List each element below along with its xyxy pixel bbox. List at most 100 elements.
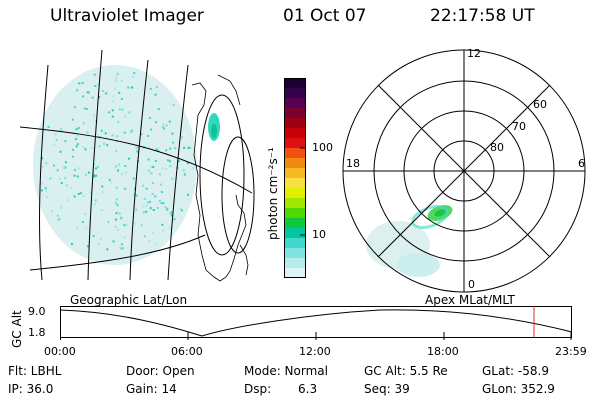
coastline [239, 244, 249, 276]
emission-speckle [157, 108, 160, 110]
emission-speckle [117, 169, 120, 172]
emission-speckle [98, 145, 101, 148]
emission-speckle [136, 150, 139, 153]
emission-speckle [112, 100, 115, 103]
emission-speckle [120, 79, 123, 82]
info-gcalt: GC Alt: 5.5 Re [364, 364, 448, 378]
emission-speckle [145, 210, 148, 213]
emission-speckle [101, 185, 104, 188]
emission-speckle [97, 165, 100, 168]
emission-speckle [152, 182, 154, 184]
emission-speckle [71, 155, 74, 158]
emission-speckle [135, 208, 138, 211]
colorbar-segment [284, 138, 306, 149]
emission-speckle [119, 246, 122, 249]
orbit-y-tick: 1.8 [28, 326, 46, 339]
emission-speckle [70, 242, 73, 245]
emission-speckle [170, 214, 173, 217]
emission-speckle [97, 242, 100, 245]
emission-speckle [140, 133, 143, 136]
emission-speckle [124, 171, 127, 174]
emission-speckle [120, 217, 123, 220]
emission-speckle [121, 243, 123, 246]
emission-speckle [133, 222, 136, 225]
orbit-x-tick-label: 06:00 [171, 345, 203, 358]
emission-speckle [151, 192, 154, 195]
emission-speckle [166, 208, 169, 211]
colorbar-segment [284, 128, 306, 139]
emission-speckle [160, 202, 163, 205]
colorbar-segment [284, 108, 306, 119]
colorbar-tick-label: 100 [312, 141, 333, 154]
emission-speckle [116, 204, 119, 207]
emission-speckle [82, 122, 85, 125]
emission-speckle [165, 149, 168, 152]
emission-speckle [93, 114, 95, 117]
colorbar-segment [284, 198, 306, 209]
emission-speckle [115, 198, 118, 201]
orbit-x-tick-label: 12:00 [299, 345, 331, 358]
emission-speckle [135, 194, 138, 197]
emission-speckle [84, 212, 87, 215]
lat-label-60: 60 [533, 98, 547, 111]
emission-speckle [186, 193, 189, 196]
colorbar-segment [284, 158, 306, 169]
emission-speckle [44, 189, 47, 192]
emission-speckle [135, 146, 138, 149]
emission-speckle [73, 168, 76, 171]
emission-speckle [106, 248, 109, 251]
emission-speckle [162, 123, 165, 126]
emission-speckle [100, 129, 103, 132]
mlt-label-0: 0 [468, 278, 475, 291]
emission-speckle [170, 211, 173, 214]
emission-speckle [161, 223, 164, 226]
emission-speckle [95, 174, 98, 177]
info-glat: GLat: -58.9 [482, 364, 549, 378]
emission-speckle [40, 165, 43, 168]
emission-speckle [168, 160, 171, 163]
emission-speckle [63, 166, 66, 169]
emission-speckle [115, 80, 118, 83]
emission-speckle [82, 194, 85, 197]
emission-speckle [115, 135, 118, 138]
emission-speckle [186, 162, 189, 165]
emission-speckle [123, 224, 126, 227]
emission-speckle [59, 150, 62, 153]
emission-speckle [150, 172, 153, 175]
parallel-line [20, 126, 253, 194]
emission-speckle [171, 177, 174, 180]
emission-speckle [123, 236, 126, 239]
emission-speckle [72, 148, 75, 151]
emission-speckle [117, 121, 120, 124]
emission-speckle [130, 129, 133, 132]
orbit-right-title: Apex MLat/MLT [425, 293, 515, 307]
emission-speckle [65, 184, 68, 187]
emission-speckle [172, 141, 175, 144]
emission-speckle [152, 231, 155, 234]
emission-speckle [115, 202, 117, 204]
emission-speckle [89, 191, 92, 194]
emission-speckle [132, 75, 135, 78]
emission-speckle [115, 149, 118, 152]
emission-speckle [121, 108, 124, 111]
emission-speckle [93, 175, 96, 178]
emission-speckle [101, 209, 104, 212]
emission-speckle [92, 173, 95, 176]
orbit-x-tick-label: 23:59 [555, 345, 587, 358]
mlt-label-12: 12 [467, 47, 481, 60]
emission-speckle [132, 177, 135, 180]
emission-speckle [164, 206, 167, 209]
emission-speckle [162, 126, 165, 129]
altitude-curve [60, 309, 573, 337]
emission-speckle [158, 199, 161, 202]
emission-speckle [60, 182, 63, 185]
emission-speckle [87, 171, 90, 174]
emission-speckle [158, 173, 161, 176]
emission-speckle [171, 132, 174, 135]
emission-speckle [77, 193, 80, 195]
emission-speckle [112, 240, 115, 243]
colorbar-segment [284, 78, 306, 89]
emission-speckle [124, 164, 127, 167]
emission-speckle [160, 191, 163, 193]
emission-speckle [82, 95, 84, 98]
